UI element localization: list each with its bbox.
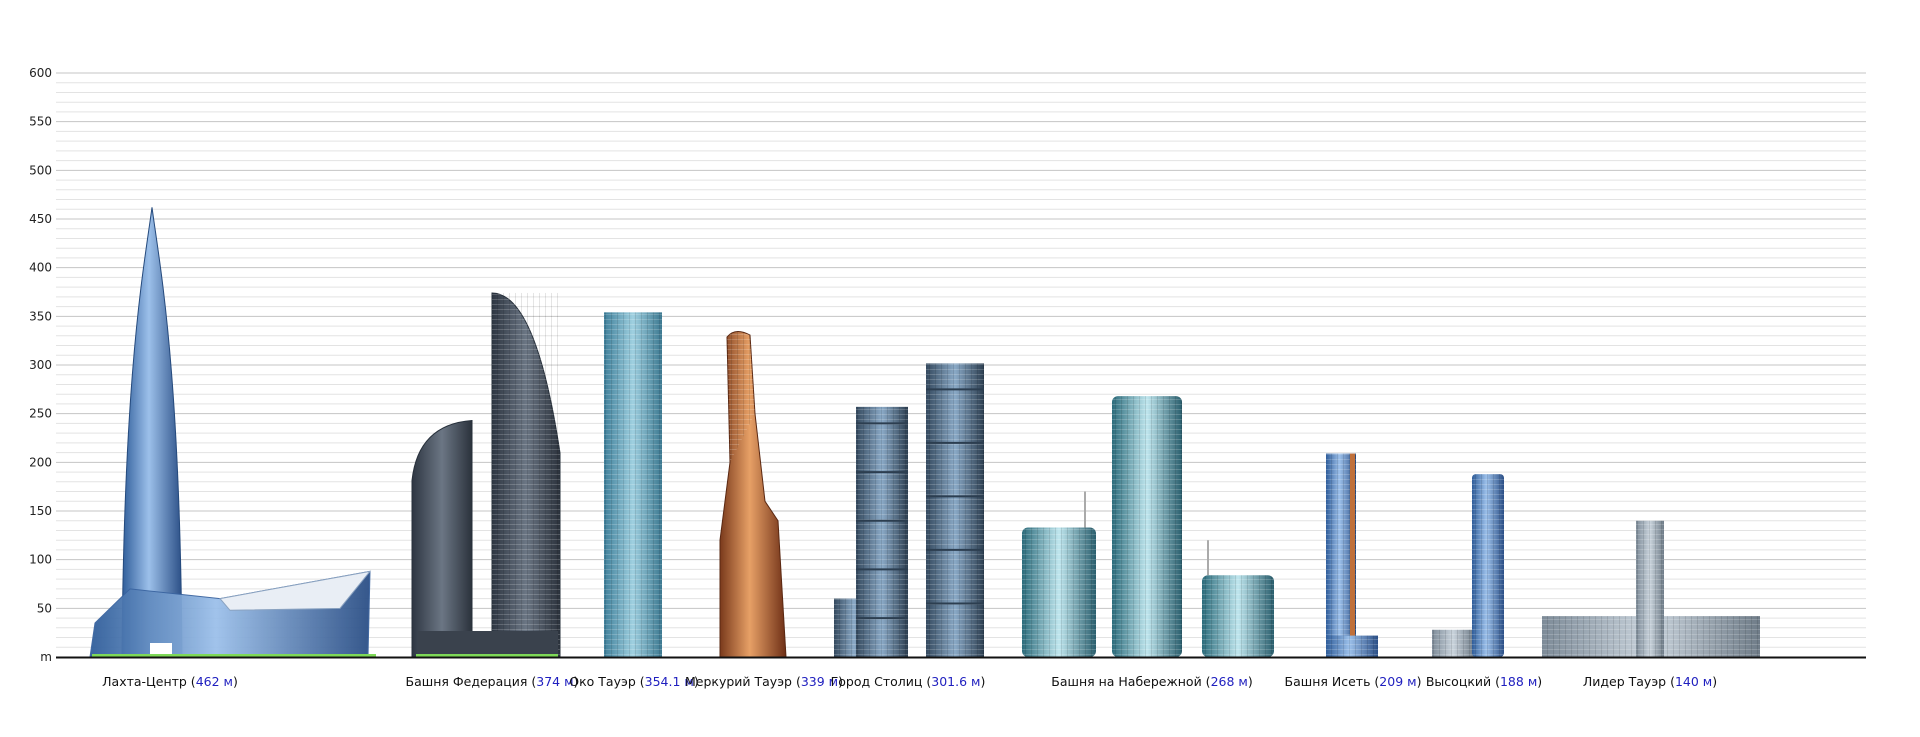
tower-windows (1432, 629, 1474, 657)
federation-west-tower (411, 419, 473, 658)
building-leader-tower (1542, 520, 1760, 657)
building-embankment-tower (1022, 396, 1274, 657)
building-label-close: ) (1712, 674, 1717, 689)
tower-windows (1112, 396, 1182, 657)
building-label: Лахта-Центр (462 м) (102, 674, 238, 689)
building-lakhta-center (89, 207, 376, 658)
y-tick-label: 250 (29, 407, 52, 421)
building-height-value: 188 м (1500, 674, 1537, 689)
building-label: Башня Федерация (374 м) (406, 674, 579, 689)
building-name: Высоцкий ( (1426, 674, 1500, 689)
y-tick-label: 500 (29, 163, 52, 177)
building-label-close: ) (838, 674, 843, 689)
y-tick-label: 550 (29, 115, 52, 129)
building-label-close: ) (980, 674, 985, 689)
building-mercury-tower (719, 331, 787, 658)
mercury-windows (727, 331, 755, 463)
y-tick-label: 400 (29, 261, 52, 275)
building-labels: Лахта-Центр (462 м) Башня Федерация (374 … (102, 674, 1717, 689)
building-label-close: ) (1537, 674, 1542, 689)
building-iset-tower (1326, 453, 1378, 657)
federation-podium (418, 631, 558, 657)
y-tick-label: 450 (29, 212, 52, 226)
y-tick-label: 350 (29, 309, 52, 323)
tower-windows (1326, 635, 1378, 657)
tower-windows (604, 312, 662, 657)
building-height-value: 354.1 м (645, 674, 694, 689)
building-name: Башня Федерация ( (406, 674, 537, 689)
building-label: Лидер Тауэр (140 м) (1583, 674, 1717, 689)
building-city-of-capitals (834, 363, 984, 657)
building-label: Башня на Набережной (268 м) (1051, 674, 1252, 689)
building-name: Город Столиц ( (831, 674, 932, 689)
federation-ground-strip (416, 654, 558, 657)
building-name: Лахта-Центр ( (102, 674, 196, 689)
building-name: Лидер Тауэр ( (1583, 674, 1675, 689)
tower-windows (1202, 575, 1274, 657)
building-label-close: ) (694, 674, 699, 689)
building-label: Меркурий Тауэр (339 м) (685, 674, 843, 689)
tower-windows (1472, 474, 1504, 657)
y-tick-label: m (40, 650, 52, 664)
lakhta-entrance (150, 643, 172, 657)
building-name: Башня на Набережной ( (1051, 674, 1210, 689)
building-height-value: 268 м (1211, 674, 1248, 689)
building-label: Башня Исеть (209 м) (1285, 674, 1422, 689)
building-label: Высоцкий (188 м) (1426, 674, 1542, 689)
y-tick-label: 200 (29, 455, 52, 469)
y-tick-label: 100 (29, 553, 52, 567)
tower-windows (856, 406, 908, 657)
building-height-value: 209 м (1379, 674, 1416, 689)
tower-windows (1022, 527, 1096, 657)
building-label: Город Столиц (301.6 м) (831, 674, 986, 689)
building-label-close: ) (1248, 674, 1253, 689)
building-label: Око Тауэр (354.1 м) (569, 674, 698, 689)
federation-windows (492, 292, 560, 657)
building-height-value: 339 м (801, 674, 838, 689)
tower-windows (1636, 520, 1664, 657)
building-label-close: ) (1417, 674, 1422, 689)
building-name: Меркурий Тауэр ( (685, 674, 801, 689)
lakhta-ground-strip (92, 654, 376, 657)
building-label-close: ) (574, 674, 579, 689)
building-label-close: ) (233, 674, 238, 689)
y-axis-ticks: m 50 100 150 200 250 300 350 400 450 500 550 600 (29, 66, 52, 664)
building-name: Око Тауэр ( (569, 674, 644, 689)
tower-windows (926, 363, 984, 657)
building-height-value: 140 м (1675, 674, 1712, 689)
buildings (89, 207, 1760, 658)
building-height-value: 374 м (536, 674, 573, 689)
y-tick-label: 300 (29, 358, 52, 372)
y-tick-label: 600 (29, 66, 52, 80)
building-oko-tower (604, 312, 662, 657)
lakhta-spire (121, 207, 183, 658)
building-name: Башня Исеть ( (1285, 674, 1380, 689)
lakhta-roof (219, 570, 372, 611)
y-tick-label: 50 (37, 601, 52, 615)
building-federation-tower (411, 292, 561, 658)
building-height-value: 462 м (196, 674, 233, 689)
building-height-value: 301.6 м (931, 674, 980, 689)
building-vysotsky (1432, 474, 1504, 657)
iset-copper-edge (1350, 453, 1355, 657)
y-tick-label: 150 (29, 504, 52, 518)
